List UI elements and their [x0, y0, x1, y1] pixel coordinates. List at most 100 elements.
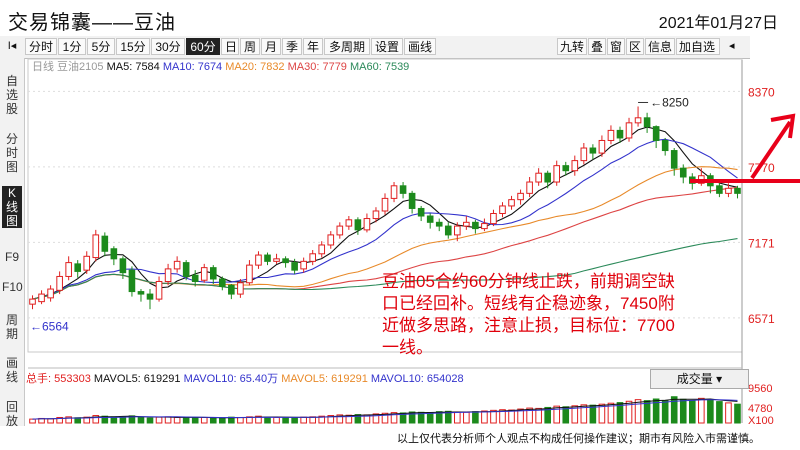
volume-indicator-button[interactable]: 成交量 ▾ — [650, 369, 749, 389]
volume-bar — [598, 403, 606, 424]
candle-body — [589, 147, 597, 154]
candle-body — [92, 234, 100, 259]
volume-bar — [191, 417, 199, 424]
toolbar-right-4[interactable]: 信息 — [645, 38, 675, 55]
volume-bar — [219, 417, 226, 424]
toolbar-right-1[interactable]: 叠 — [588, 38, 606, 55]
volume-bar — [209, 417, 217, 424]
period-button-10[interactable]: 年 — [303, 38, 323, 55]
sidebar-item-2[interactable]: K 线 图 — [2, 186, 22, 228]
candle-body — [354, 219, 362, 231]
candle-body — [246, 264, 253, 284]
mavol-line-10 — [32, 399, 738, 420]
period-button-1[interactable]: 1分 — [58, 38, 86, 55]
period-button-5[interactable]: 60分 — [186, 38, 220, 55]
toolbar-right-0[interactable]: 九转 — [557, 38, 587, 55]
period-button-7[interactable]: 周 — [240, 38, 260, 55]
period-button-2[interactable]: 5分 — [87, 38, 115, 55]
toolbar-right-5[interactable]: 加自选 — [676, 38, 720, 55]
volume-bar — [435, 411, 443, 424]
period-button-6[interactable]: 日 — [221, 38, 239, 55]
candle-body — [661, 139, 669, 152]
volume-bar — [137, 416, 145, 424]
candle-body — [164, 268, 172, 282]
candle-body — [110, 248, 118, 260]
high-price-label: ←8250 — [650, 95, 689, 109]
toolbar-right-2[interactable]: 窗 — [607, 38, 625, 55]
volume-bar — [589, 404, 597, 424]
candle-body — [372, 210, 380, 220]
date-label: 2021年01月27日 — [658, 15, 778, 32]
period-button-12[interactable]: 设置 — [371, 38, 403, 55]
ma-legend-item: MA10: 7674 — [163, 61, 225, 73]
candle-body — [571, 160, 579, 172]
sidebar-item-1[interactable]: 分 时 图 — [5, 132, 18, 174]
candle-body — [29, 298, 36, 305]
candle-body — [408, 192, 416, 209]
low-price-label: ←6564 — [30, 320, 69, 334]
volume-legend-item: MAVOL10: 65.40万 — [184, 373, 282, 385]
volume-legend-item: MAVOL5: 619291 — [94, 373, 184, 385]
period-button-9[interactable]: 季 — [282, 38, 302, 55]
volume-bar — [553, 405, 561, 424]
volume-bar — [164, 416, 172, 424]
candle-body — [544, 172, 551, 183]
volume-bar — [526, 407, 533, 424]
contract-label: 日线 豆油2105 — [32, 59, 107, 73]
candle-body — [381, 197, 389, 212]
candle-body — [56, 275, 63, 291]
scroll-left-icon[interactable]: ◂ — [729, 40, 735, 52]
volume-bar — [679, 398, 687, 424]
volume-bar — [173, 416, 181, 424]
candle-body — [237, 282, 244, 295]
volume-bar — [607, 402, 615, 424]
candle-body — [598, 139, 606, 154]
sidebar-item-5[interactable]: 周 期 — [5, 313, 18, 341]
volume-bar — [146, 417, 154, 424]
candle-body — [291, 262, 298, 271]
sidebar-item-0[interactable]: 自 选 股 — [5, 74, 18, 116]
candle-body — [137, 291, 145, 295]
y-tick-label: 6571 — [748, 312, 775, 326]
volume-bar — [318, 415, 326, 424]
candle-body — [228, 284, 235, 295]
volume-legend: 总手: 553303 MAVOL5: 619291 MAVOL10: 65.40… — [26, 371, 464, 385]
candle-body — [399, 185, 407, 194]
sidebar-item-4[interactable]: F10 — [2, 280, 23, 294]
volume-bar — [454, 411, 461, 424]
ma-line-ma60 — [32, 238, 738, 300]
volume-bar — [463, 411, 470, 424]
candle-body — [282, 258, 289, 264]
period-button-8[interactable]: 月 — [261, 38, 281, 55]
candle-body — [499, 205, 506, 214]
sidebar-item-6[interactable]: 画 线 — [5, 356, 18, 384]
period-button-11[interactable]: 多周期 — [324, 38, 370, 55]
period-button-4[interactable]: 30分 — [151, 38, 185, 55]
sidebar-item-7[interactable]: 回 放 — [5, 400, 18, 428]
volume-bar — [56, 416, 63, 424]
period-button-13[interactable]: 画线 — [404, 38, 436, 55]
candle-body — [679, 167, 687, 178]
y-tick-label: 8370 — [748, 85, 775, 99]
candle-body — [725, 187, 732, 194]
period-button-0[interactable]: 分时 — [25, 38, 57, 55]
candle-body — [417, 207, 425, 217]
analysis-note: 豆油05合约60分钟线止跌，前期调空缺口已经回补。短线有企稳迹象，7450附近做… — [382, 272, 675, 357]
candle-body — [200, 267, 208, 281]
toolbar-right-3[interactable]: 区 — [626, 38, 644, 55]
period-button-3[interactable]: 15分 — [116, 38, 150, 55]
volume-bar — [652, 398, 660, 424]
candle-body — [101, 235, 109, 252]
candle-body — [463, 221, 470, 227]
candle-body — [643, 117, 651, 128]
ma-legend-item: MA60: 7539 — [350, 61, 409, 73]
volume-bar — [408, 411, 416, 424]
volume-bar — [336, 414, 344, 424]
volume-bar — [643, 400, 651, 424]
sidebar-item-3[interactable]: F9 — [4, 250, 19, 264]
candle-body — [562, 165, 570, 172]
collapse-left-icon[interactable]: I◂ — [7, 40, 17, 52]
candle-body — [83, 255, 91, 271]
volume-legend-item: 总手: 553303 — [26, 371, 94, 385]
